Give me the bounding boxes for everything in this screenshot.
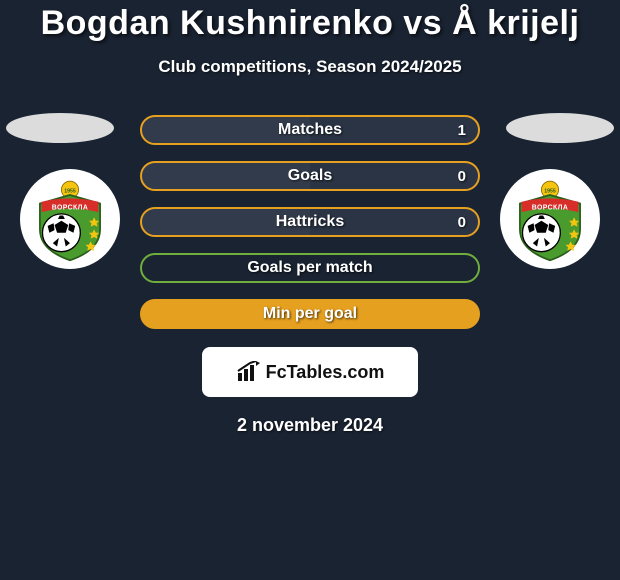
stat-row: Min per goal [140,299,480,329]
stat-row: Hattricks 0 [140,207,480,237]
page-title: Bogdan Kushnirenko vs Å krijelj [0,0,620,43]
vorskla-crest-icon: 1955 ВОРСКЛА [27,176,113,262]
stat-rows: Matches 1 Goals 0 Hattricks 0 Goals per match M… [140,115,480,329]
svg-text:ВОРСКЛА: ВОРСКЛА [52,205,89,212]
svg-text:1955: 1955 [64,188,76,194]
brand-text: FcTables.com [266,362,385,383]
player-left-placeholder [6,113,114,143]
stat-value-right: 0 [458,214,466,231]
stat-value-right: 1 [458,122,466,139]
svg-text:1955: 1955 [544,188,556,194]
stat-label: Min per goal [263,305,357,323]
chart-icon [236,361,262,383]
player-right-placeholder [506,113,614,143]
comparison-panel: 1955 ВОРСКЛА [0,115,620,329]
stat-label: Goals per match [247,259,372,277]
stat-label: Goals [288,167,332,185]
page-subtitle: Club competitions, Season 2024/2025 [0,57,620,77]
club-badge-right: 1955 ВОРСКЛА [500,169,600,269]
stat-row: Matches 1 [140,115,480,145]
stat-row: Goals per match [140,253,480,283]
brand-footer: FcTables.com [202,347,418,397]
stat-label: Matches [278,121,342,139]
stat-label: Hattricks [276,213,344,231]
svg-text:ВОРСКЛА: ВОРСКЛА [532,205,569,212]
vorskla-crest-icon: 1955 ВОРСКЛА [507,176,593,262]
club-badge-left: 1955 ВОРСКЛА [20,169,120,269]
date-label: 2 november 2024 [0,415,620,436]
stat-value-right: 0 [458,168,466,185]
stat-row: Goals 0 [140,161,480,191]
